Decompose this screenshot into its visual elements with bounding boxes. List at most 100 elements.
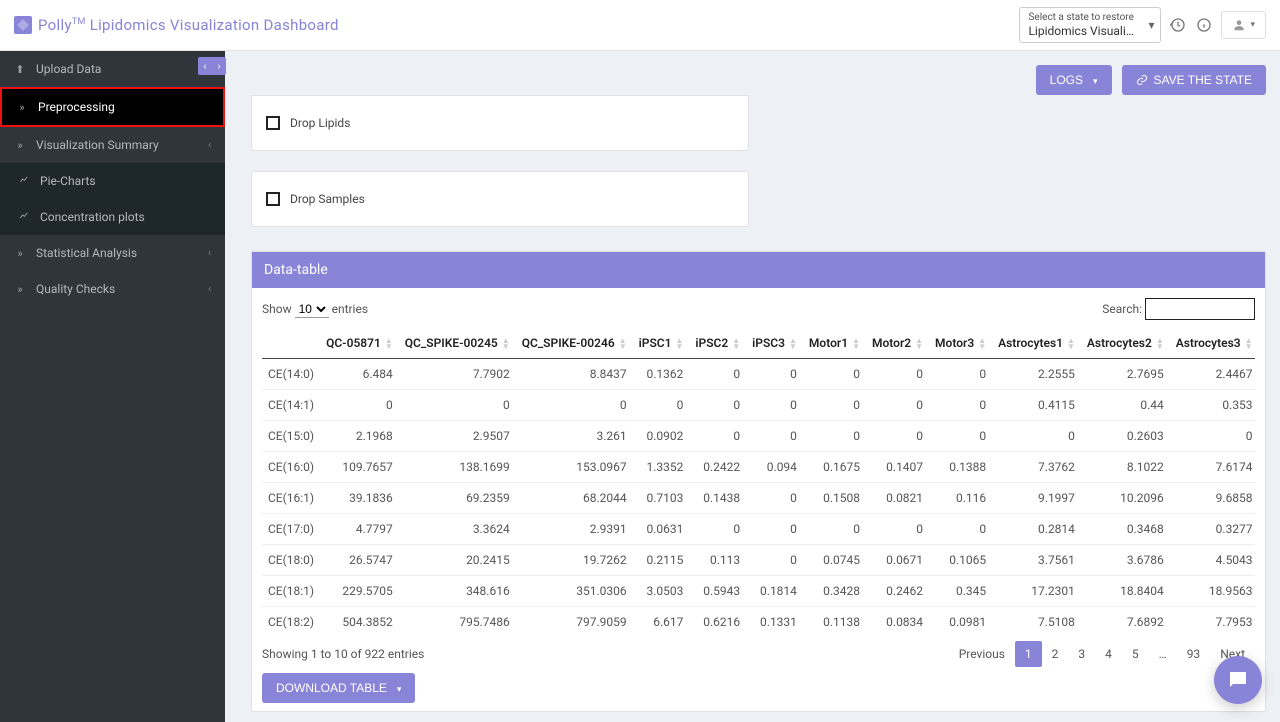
search-input[interactable] xyxy=(1145,298,1255,320)
table-row: CE(14:1)0000000000.41150.440.353 xyxy=(262,390,1255,421)
table-cell: 0.1138 xyxy=(803,607,866,632)
drop-samples-label: Drop Samples xyxy=(290,192,365,206)
column-header[interactable]: QC-05871▲▼ xyxy=(320,328,399,359)
sidebar-item-label: Upload Data xyxy=(36,62,101,76)
brand-subtitle: Lipidomics Visualization Dashboard xyxy=(90,16,339,34)
entries-select[interactable]: 10 xyxy=(295,301,329,318)
table-cell: 0 xyxy=(803,514,866,545)
pager-item[interactable]: Previous xyxy=(949,641,1015,667)
table-info: Showing 1 to 10 of 922 entries xyxy=(262,647,424,661)
table-cell: CE(14:1) xyxy=(262,390,320,421)
table-cell: 0 xyxy=(746,514,803,545)
sidebar-item-quality-checks[interactable]: Quality Checks ‹ xyxy=(0,271,225,307)
column-header[interactable]: iPSC1▲▼ xyxy=(633,328,690,359)
pager-item[interactable]: 3 xyxy=(1068,641,1095,667)
column-header[interactable]: Astrocytes3▲▼ xyxy=(1170,328,1255,359)
table-row: CE(16:1)39.183669.235968.20440.71030.143… xyxy=(262,483,1255,514)
column-header[interactable]: QC_SPIKE-00246▲▼ xyxy=(516,328,633,359)
table-cell: 797.9059 xyxy=(516,607,633,632)
table-cell: CE(18:0) xyxy=(262,545,320,576)
table-cell: 3.0503 xyxy=(633,576,690,607)
table-cell: 7.7902 xyxy=(399,359,516,390)
table-cell: 10.2096 xyxy=(1081,483,1170,514)
save-state-button[interactable]: SAVE THE STATE xyxy=(1122,65,1266,95)
table-cell: 0 xyxy=(746,421,803,452)
pager-item[interactable]: 4 xyxy=(1095,641,1122,667)
state-restore-label: Select a state to restore xyxy=(1028,12,1138,24)
pager-item[interactable]: 5 xyxy=(1122,641,1149,667)
table-cell: 3.3624 xyxy=(399,514,516,545)
chat-button[interactable] xyxy=(1214,656,1262,704)
table-cell: 0 xyxy=(689,421,746,452)
table-cell: 1.3352 xyxy=(633,452,690,483)
chart-icon xyxy=(18,210,30,224)
table-cell: 0 xyxy=(689,390,746,421)
data-table-title: Data-table xyxy=(252,252,1265,288)
drop-samples-checkbox[interactable] xyxy=(266,192,280,206)
sidebar-item-label: Pie-Charts xyxy=(40,174,96,188)
table-row: CE(18:2)504.3852795.7486797.90596.6170.6… xyxy=(262,607,1255,632)
table-cell: 0 xyxy=(803,359,866,390)
column-header[interactable]: Motor2▲▼ xyxy=(866,328,929,359)
column-header[interactable]: Motor1▲▼ xyxy=(803,328,866,359)
table-cell: 3.6786 xyxy=(1081,545,1170,576)
user-menu-button[interactable] xyxy=(1221,11,1266,39)
sidebar-item-label: Visualization Summary xyxy=(36,138,159,152)
pager-item[interactable]: 2 xyxy=(1042,641,1069,667)
table-cell: 0.7103 xyxy=(633,483,690,514)
sidebar-item-preprocessing[interactable]: Preprocessing xyxy=(0,87,225,127)
search-label: Search: xyxy=(1102,302,1142,316)
table-cell: 0.1438 xyxy=(689,483,746,514)
sidebar-item-label: Statistical Analysis xyxy=(36,246,137,260)
table-cell: 18.9563 xyxy=(1170,576,1255,607)
pagination: Previous12345…93Next xyxy=(949,641,1255,667)
table-cell: 19.7262 xyxy=(516,545,633,576)
drop-lipids-checkbox[interactable] xyxy=(266,116,280,130)
table-cell: 0.1407 xyxy=(866,452,929,483)
column-header[interactable]: Astrocytes2▲▼ xyxy=(1081,328,1170,359)
download-table-label: DOWNLOAD TABLE xyxy=(276,681,387,695)
table-cell: 0.0631 xyxy=(633,514,690,545)
column-header[interactable]: Motor3▲▼ xyxy=(929,328,992,359)
state-restore-dropdown[interactable]: Select a state to restore Lipidomics Vis… xyxy=(1019,7,1161,43)
angle-icon xyxy=(14,247,26,260)
table-cell: 0.6216 xyxy=(689,607,746,632)
table-cell: 8.8437 xyxy=(516,359,633,390)
column-header[interactable]: iPSC2▲▼ xyxy=(689,328,746,359)
pager-item[interactable]: 93 xyxy=(1177,641,1211,667)
sidebar-item-visualization-summary[interactable]: Visualization Summary ‹ xyxy=(0,127,225,163)
show-entries: Show 10 entries xyxy=(262,301,368,318)
info-icon[interactable] xyxy=(1195,16,1213,34)
logs-label: LOGS xyxy=(1050,73,1083,87)
table-cell: 351.0306 xyxy=(516,576,633,607)
sidebar-item-concentration-plots[interactable]: Concentration plots xyxy=(0,199,225,235)
table-cell: 0 xyxy=(929,359,992,390)
sidebar-item-upload[interactable]: Upload Data xyxy=(0,51,225,87)
pager-item[interactable]: 1 xyxy=(1015,641,1042,667)
sidebar-item-statistical-analysis[interactable]: Statistical Analysis ‹ xyxy=(0,235,225,271)
table-cell: 0 xyxy=(866,390,929,421)
history-icon[interactable] xyxy=(1169,16,1187,34)
table-cell: 0.44 xyxy=(1081,390,1170,421)
column-header[interactable]: iPSC3▲▼ xyxy=(746,328,803,359)
table-cell: 0.2603 xyxy=(1081,421,1170,452)
sidebar-item-pie-charts[interactable]: Pie-Charts xyxy=(0,163,225,199)
table-cell: 0.3428 xyxy=(803,576,866,607)
table-cell: 3.261 xyxy=(516,421,633,452)
table-cell: 0 xyxy=(803,421,866,452)
table-cell: 0 xyxy=(992,421,1081,452)
table-cell: 0.1675 xyxy=(803,452,866,483)
table-cell: CE(17:0) xyxy=(262,514,320,545)
column-header[interactable] xyxy=(262,328,320,359)
column-header[interactable]: QC_SPIKE-00245▲▼ xyxy=(399,328,516,359)
column-header[interactable]: Astrocytes1▲▼ xyxy=(992,328,1081,359)
table-cell: 153.0967 xyxy=(516,452,633,483)
table-cell: 0.0745 xyxy=(803,545,866,576)
table-cell: 0.0902 xyxy=(633,421,690,452)
download-table-button[interactable]: DOWNLOAD TABLE xyxy=(262,673,415,703)
brand-name: Polly xyxy=(38,16,72,34)
table-cell: 0.1388 xyxy=(929,452,992,483)
table-cell: 504.3852 xyxy=(320,607,399,632)
table-cell: CE(15:0) xyxy=(262,421,320,452)
logs-button[interactable]: LOGS xyxy=(1036,65,1112,95)
